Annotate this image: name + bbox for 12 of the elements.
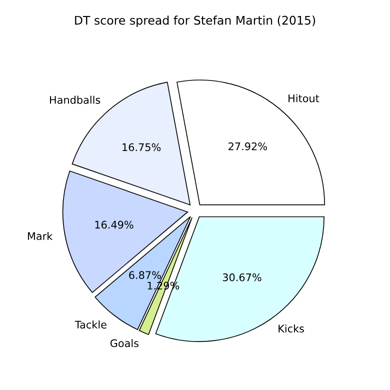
slice-label: Mark bbox=[28, 232, 53, 240]
data-label: 16.75% bbox=[122, 143, 161, 152]
data-label: 16.49% bbox=[95, 220, 134, 229]
slice-label: Handballs bbox=[50, 96, 100, 104]
data-label: 6.87% bbox=[129, 271, 161, 280]
data-label: 30.67% bbox=[222, 273, 262, 282]
slice-label: Tackle bbox=[74, 320, 106, 329]
slice-label: Kicks bbox=[278, 324, 304, 333]
data-label: 27.92% bbox=[228, 142, 267, 150]
slice-label: Goals bbox=[110, 339, 139, 348]
chart-title: DT score spread for Stefan Martin (2015) bbox=[75, 16, 316, 28]
slice-label: Hitout bbox=[288, 94, 320, 102]
